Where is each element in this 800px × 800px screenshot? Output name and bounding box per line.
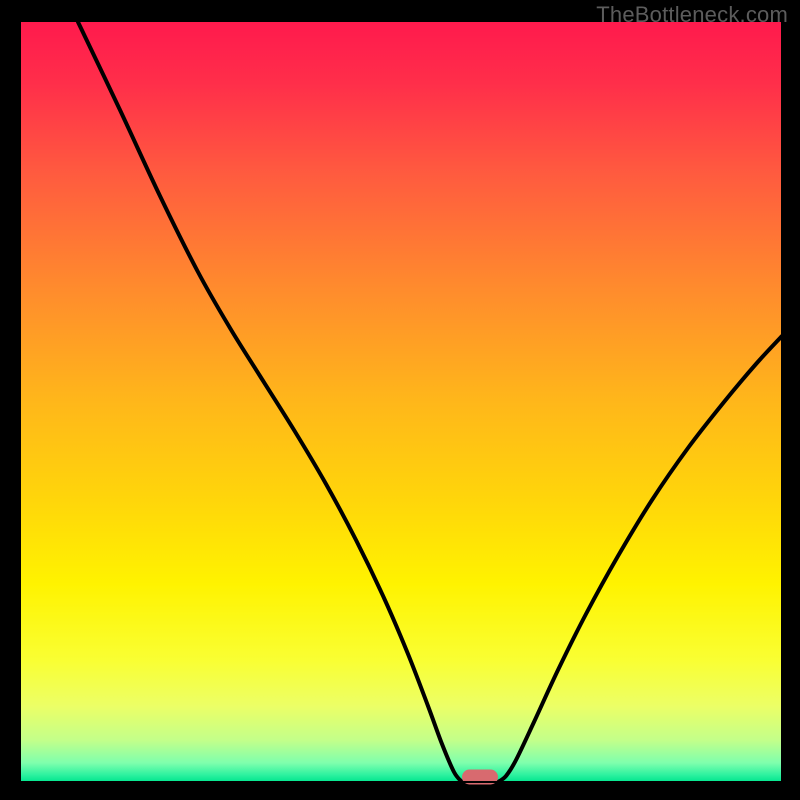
chart-container: TheBottleneck.com — [0, 0, 800, 800]
attribution-text: TheBottleneck.com — [596, 2, 788, 28]
plot-background — [20, 22, 782, 782]
bottleneck-chart — [0, 0, 800, 800]
